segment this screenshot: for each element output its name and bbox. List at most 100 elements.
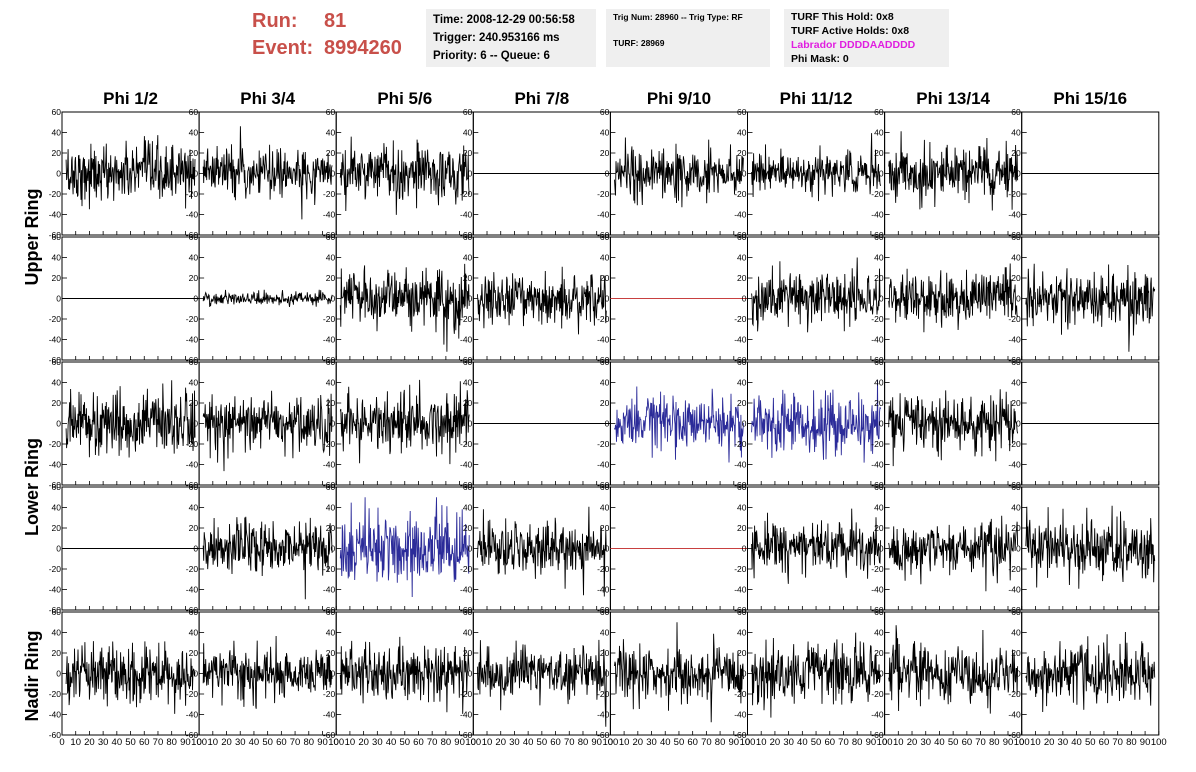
y-tick-label: 0 bbox=[193, 544, 198, 554]
y-tick-label: -20 bbox=[460, 689, 473, 699]
y-tick-label: 60 bbox=[189, 357, 199, 367]
y-tick-label: 60 bbox=[326, 607, 336, 617]
y-tick-label: -40 bbox=[186, 460, 199, 470]
waveform-trace bbox=[888, 389, 1019, 467]
y-tick-label: -60 bbox=[734, 605, 747, 615]
trig-num-text: Trig Num: 28960 -- Trig Type: RF bbox=[613, 12, 743, 22]
x-tick-label: 90 bbox=[591, 737, 602, 748]
y-tick-label: -40 bbox=[460, 460, 473, 470]
y-tick-label: 40 bbox=[189, 128, 199, 138]
y-tick-label: 0 bbox=[605, 169, 610, 179]
y-tick-label: -60 bbox=[49, 355, 62, 365]
y-tick-label: -20 bbox=[1008, 439, 1021, 449]
waveform-trace bbox=[476, 506, 607, 597]
turf-number-text: TURF: 28969 bbox=[613, 38, 665, 48]
y-tick-label: 20 bbox=[737, 523, 747, 533]
x-tick-label: 100 bbox=[191, 737, 207, 748]
x-tick-label: 70 bbox=[427, 737, 438, 748]
x-tick-label: 0 bbox=[882, 737, 887, 748]
y-tick-label: -40 bbox=[49, 335, 62, 345]
x-tick-label: 0 bbox=[334, 737, 339, 748]
panel-r4-c5: -60 -40 -20 0 20 40 60 bbox=[597, 482, 749, 615]
y-tick-label: -60 bbox=[49, 480, 62, 490]
y-tick-label: 0 bbox=[193, 669, 198, 679]
y-tick-label: -20 bbox=[186, 189, 199, 199]
y-tick-label: 0 bbox=[193, 294, 198, 304]
x-tick-label: 80 bbox=[852, 737, 863, 748]
phi-mask-text: Phi Mask: 0 bbox=[791, 53, 849, 65]
waveform-trace bbox=[1025, 263, 1156, 352]
y-tick-label: -20 bbox=[871, 564, 884, 574]
y-tick-label: -60 bbox=[734, 480, 747, 490]
ring-label-3: Nadir Ring bbox=[22, 630, 42, 721]
x-tick-label: 60 bbox=[1099, 737, 1110, 748]
y-tick-label: -40 bbox=[49, 210, 62, 220]
y-tick-label: -20 bbox=[734, 439, 747, 449]
ring-label-2: Lower Ring bbox=[22, 438, 42, 536]
y-tick-label: -60 bbox=[49, 730, 62, 740]
panel-r1-c3: -60 -40 -20 0 20 40 60 bbox=[323, 107, 474, 240]
x-tick-label: 10 bbox=[619, 737, 630, 748]
x-tick-label: 30 bbox=[646, 737, 657, 748]
x-tick-label: 40 bbox=[797, 737, 808, 748]
x-tick-label: 30 bbox=[1058, 737, 1069, 748]
y-tick-label: 0 bbox=[879, 419, 884, 429]
ring-label-1: Upper Ring bbox=[22, 189, 42, 286]
y-tick-label: -60 bbox=[186, 355, 199, 365]
x-tick-label: 80 bbox=[166, 737, 177, 748]
y-tick-label: -60 bbox=[734, 230, 747, 240]
x-tick-label: 50 bbox=[811, 737, 822, 748]
y-tick-label: 20 bbox=[737, 398, 747, 408]
waveform-trace bbox=[339, 636, 470, 714]
panel-r2-c8: -60 -40 -20 0 20 40 60 bbox=[1008, 232, 1160, 365]
y-tick-label: -20 bbox=[49, 189, 62, 199]
y-tick-label: 20 bbox=[52, 273, 62, 283]
y-tick-label: -40 bbox=[871, 210, 884, 220]
y-tick-label: -20 bbox=[186, 439, 199, 449]
y-tick-label: 40 bbox=[737, 378, 747, 388]
x-tick-label: 60 bbox=[276, 737, 287, 748]
y-tick-label: 40 bbox=[737, 628, 747, 638]
y-tick-label: 0 bbox=[468, 669, 473, 679]
y-tick-label: -40 bbox=[323, 710, 336, 720]
waveform-trace bbox=[751, 632, 881, 718]
x-tick-label: 50 bbox=[399, 737, 410, 748]
x-tick-label: 100 bbox=[877, 737, 893, 748]
y-tick-label: -40 bbox=[1008, 460, 1021, 470]
waveform-trace bbox=[888, 131, 1019, 211]
panel-r4-c8: -60 -40 -20 0 20 40 60 bbox=[1008, 482, 1160, 615]
y-tick-label: 40 bbox=[874, 253, 884, 263]
y-tick-label: 60 bbox=[189, 107, 199, 117]
x-tick-label: 40 bbox=[386, 737, 397, 748]
y-tick-label: -20 bbox=[460, 439, 473, 449]
x-tick-label: 80 bbox=[715, 737, 726, 748]
y-tick-label: -60 bbox=[460, 480, 473, 490]
y-tick-label: -60 bbox=[871, 230, 884, 240]
panel-r3-c2: -60 -40 -20 0 20 40 60 bbox=[186, 357, 337, 490]
x-tick-label: 20 bbox=[221, 737, 232, 748]
y-tick-label: 0 bbox=[330, 294, 335, 304]
priority-text: Priority: 6 -- Queue: 6 bbox=[433, 50, 550, 62]
x-tick-label: 90 bbox=[729, 737, 740, 748]
y-tick-label: 60 bbox=[600, 482, 610, 492]
y-tick-label: -60 bbox=[597, 730, 610, 740]
y-tick-label: 0 bbox=[56, 294, 61, 304]
y-tick-label: 40 bbox=[463, 253, 473, 263]
y-tick-label: -20 bbox=[460, 564, 473, 574]
panel-r2-c7: -60 -40 -20 0 20 40 60 bbox=[871, 232, 1023, 365]
x-tick-label: 10 bbox=[482, 737, 493, 748]
y-tick-label: -20 bbox=[323, 564, 336, 574]
y-tick-label: -40 bbox=[1008, 335, 1021, 345]
panel-r3-c7: -60 -40 -20 0 20 40 60 bbox=[871, 357, 1023, 490]
column-header-3: Phi 5/6 bbox=[377, 89, 432, 108]
y-tick-label: 40 bbox=[189, 378, 199, 388]
x-tick-label: 70 bbox=[1112, 737, 1123, 748]
y-tick-label: 20 bbox=[737, 648, 747, 658]
y-tick-label: 0 bbox=[1016, 544, 1021, 554]
y-tick-label: 60 bbox=[1011, 482, 1021, 492]
y-tick-label: 0 bbox=[56, 544, 61, 554]
y-tick-label: 0 bbox=[1016, 669, 1021, 679]
